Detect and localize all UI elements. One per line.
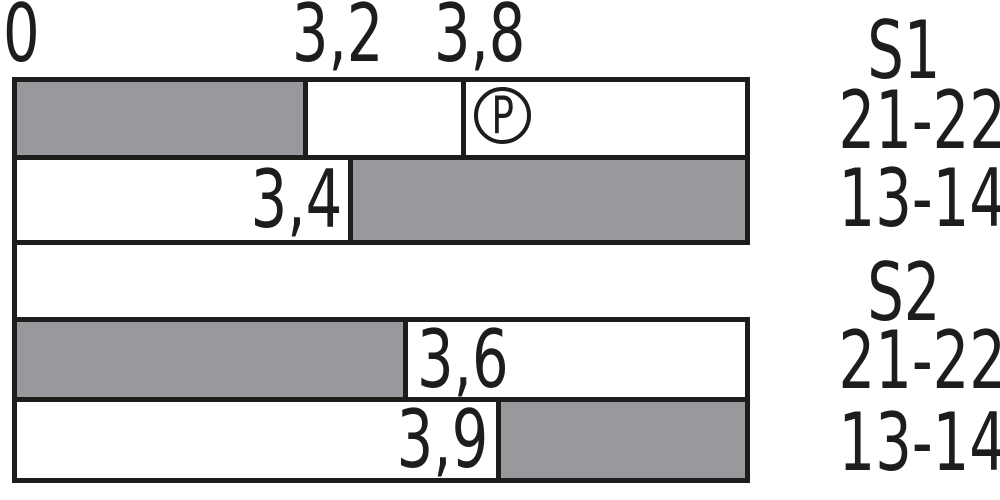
switch-title-s2-text: S2 — [867, 246, 941, 339]
bar-s2-13-14: 3,9 — [12, 397, 750, 483]
tick-line-3-8 — [461, 82, 467, 155]
open-segment: 3,6 — [402, 312, 745, 406]
contact-label-s1-13-14: 13-14 — [806, 159, 1000, 239]
circled-p-label: P — [491, 85, 514, 146]
axis-tick-text-3-2: 3,2 — [292, 0, 384, 80]
axis-origin-text: 0 — [3, 0, 40, 80]
closed-segment — [348, 160, 745, 240]
switch-value-label-3-4: 3,4 — [250, 153, 343, 246]
axis-origin-label: 0 — [3, 0, 54, 74]
bar-s1-21-22 — [12, 77, 750, 160]
bar-s2-21-22: 3,6 — [12, 317, 750, 402]
switch-value-label-3-6: 3,6 — [416, 312, 509, 406]
contact-label-s1-21-22: 21-22 — [806, 81, 1000, 161]
switch-value-label-3-9: 3,9 — [396, 393, 489, 486]
contact-label-s2-13-14-text: 13-14 — [838, 396, 1000, 489]
closed-segment — [17, 82, 304, 155]
switch-title-s2: S2 — [806, 253, 1000, 333]
pressure-marker-circle: P — [474, 87, 531, 144]
open-segment: 3,9 — [17, 393, 497, 486]
contact-label-s1-21-22-text: 21-22 — [838, 74, 1000, 167]
contact-designation-column: S1 21-22 13-14 S2 21-22 13-14 — [806, 0, 1000, 500]
axis-tick-label-3-2: 3,2 — [238, 0, 438, 74]
axis-zero-line — [12, 240, 17, 320]
contact-label-s1-13-14-text: 13-14 — [838, 152, 1000, 245]
switch-title-s1-text: S1 — [867, 4, 941, 97]
contact-label-s2-21-22-text: 21-22 — [838, 314, 1000, 407]
contact-label-s2-13-14: 13-14 — [806, 403, 1000, 483]
bar-s1-13-14: 3,4 — [12, 155, 750, 245]
contact-label-s2-21-22: 21-22 — [806, 321, 1000, 401]
closed-segment — [496, 402, 745, 478]
axis-tick-label-3-8: 3,8 — [380, 0, 580, 74]
closed-segment — [17, 322, 403, 397]
switch-title-s1: S1 — [806, 11, 1000, 91]
open-segment: 3,4 — [17, 153, 349, 246]
axis-tick-text-3-8: 3,8 — [434, 0, 526, 80]
